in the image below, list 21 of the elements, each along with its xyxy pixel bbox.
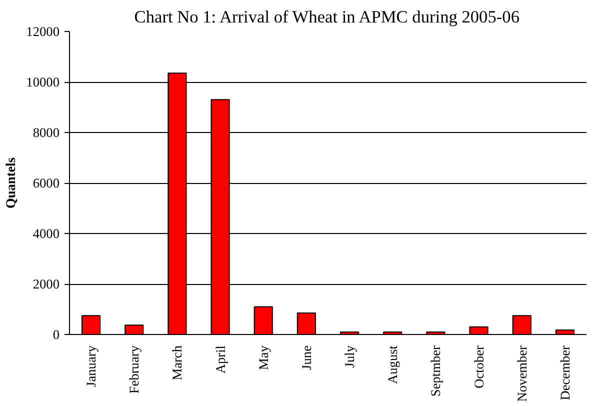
y-tick-label: 12000	[26, 24, 60, 39]
x-tick-label: August	[385, 345, 400, 384]
y-tick-label: 0	[52, 327, 60, 342]
y-axis-title: Quantels	[3, 157, 18, 209]
x-tick-label: March	[170, 345, 185, 380]
x-tick-label: May	[256, 345, 271, 370]
y-tick-label: 4000	[32, 226, 60, 241]
x-tick-label: June	[298, 345, 314, 370]
chart-title: Chart No 1: Arrival of Wheat in APMC during 2005-06	[134, 8, 520, 26]
x-tick-label: April	[212, 345, 228, 374]
y-tick-label: 2000	[32, 276, 60, 292]
y-tick-label: 10000	[26, 74, 60, 90]
x-tick-label: January	[84, 345, 99, 387]
x-tick-label: November	[514, 344, 530, 402]
x-tick-label: July	[342, 345, 358, 368]
y-tick-label: 6000	[32, 176, 60, 190]
y-tick-label: 8000	[32, 125, 60, 140]
x-tick-label: Septmber	[428, 344, 444, 397]
x-tick-label: February	[126, 345, 142, 394]
x-tick-label: October	[471, 344, 486, 388]
x-tick-label: December	[557, 344, 572, 400]
